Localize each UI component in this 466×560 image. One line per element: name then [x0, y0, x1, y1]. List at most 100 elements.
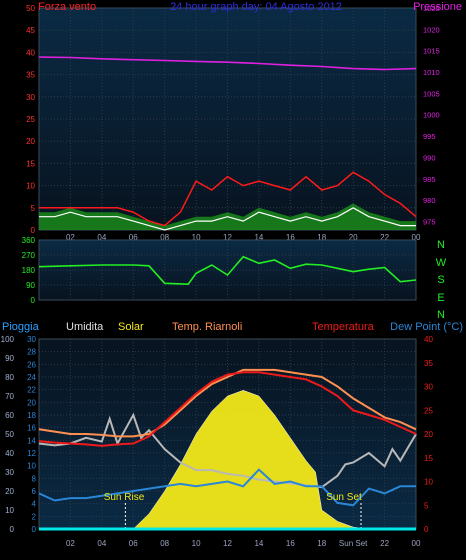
panel-border-2 [38, 239, 417, 301]
temp-x-tick: 04 [97, 539, 106, 548]
humidity-y-tick: 18 [27, 411, 36, 420]
legend-rain: Pioggia [2, 321, 40, 333]
humidity-y-tick: 22 [27, 386, 36, 395]
legend-indoor-temp: Temp. Riarnoli [172, 321, 242, 333]
rain-y-tick: 40 [5, 449, 14, 458]
wind-x-tick: 04 [97, 233, 106, 242]
legend-temperature: Temperatura [312, 321, 375, 333]
temp-y-tick: 0 [424, 525, 429, 534]
wind-x-tick: 10 [192, 233, 201, 242]
temp-y-tick: 5 [424, 501, 429, 510]
wind-y-tick: 30 [26, 93, 35, 102]
pressure-y-tick: 975 [423, 217, 436, 226]
temp-x-tick: 18 [317, 539, 326, 548]
wind-y-tick: 35 [26, 71, 35, 80]
wind-y-tick: 15 [26, 159, 35, 168]
humidity-y-tick: 26 [27, 360, 36, 369]
dew-point-line [38, 468, 416, 507]
pressure-axis-title: Pressione [413, 1, 462, 13]
wind-x-tick: 08 [160, 233, 169, 242]
pressure-line [38, 56, 417, 71]
dir-y-tick: 180 [22, 266, 36, 275]
wind-y-tick: 40 [26, 48, 35, 57]
humidity-y-tick: 0 [32, 525, 37, 534]
temp-y-tick: 40 [424, 335, 433, 344]
humidity-y-tick: 30 [27, 335, 36, 344]
temp-x-tick: 00 [412, 539, 421, 548]
wind-y-tick: 50 [26, 4, 35, 13]
wind-x-tick: 00 [412, 233, 421, 242]
legend-dew-point: Dew Point (°C) [390, 321, 463, 333]
wind-average-line [39, 207, 416, 231]
wind-y-tick: 10 [26, 182, 35, 191]
direction-letter-s: S [437, 274, 444, 286]
grid-lines [39, 7, 417, 530]
rain-y-tick: 10 [5, 506, 14, 515]
rain-y-tick: 100 [1, 335, 15, 344]
indoor-temp-line [38, 368, 417, 438]
legend-solar: Solar [118, 321, 144, 333]
temp-y-tick: 30 [424, 383, 433, 392]
temp-x-tick: 16 [286, 539, 295, 548]
wind-x-tick: 06 [129, 233, 138, 242]
direction-letter-e: E [437, 292, 444, 304]
rain-y-tick: 30 [5, 468, 14, 477]
dir-y-tick: 360 [22, 236, 36, 245]
pressure-y-tick: 1010 [423, 68, 440, 77]
wind-x-tick: 14 [254, 233, 263, 242]
wind-x-tick: 16 [286, 233, 295, 242]
pressure-y-tick: 1020 [423, 25, 440, 34]
humidity-y-tick: 16 [27, 424, 36, 433]
wind-x-tick: 22 [380, 233, 389, 242]
humidity-y-tick: 8 [32, 474, 37, 483]
humidity-y-tick: 24 [27, 373, 36, 382]
temp-y-tick: 20 [424, 430, 433, 439]
dir-y-tick: 0 [31, 296, 36, 305]
pressure-y-tick: 985 [423, 175, 436, 184]
temp-y-tick: 25 [424, 406, 433, 415]
pressure-y-tick: 1025 [423, 4, 440, 13]
humidity-y-tick: 10 [27, 462, 36, 471]
pressure-y-tick: 1000 [423, 111, 440, 120]
pressure-y-tick: 1015 [423, 47, 440, 56]
wind-x-tick: 20 [349, 233, 358, 242]
sun-set-label: Sun Set [326, 492, 362, 503]
wind-y-tick: 20 [26, 137, 35, 146]
temp-y-tick: 35 [424, 359, 433, 368]
humidity-y-tick: 4 [32, 500, 37, 509]
pressure-y-tick: 995 [423, 132, 436, 141]
humidity-y-tick: 2 [32, 512, 37, 521]
temp-x-tick: 14 [254, 539, 263, 548]
humidity-y-tick: 6 [32, 487, 37, 496]
temp-y-tick: 15 [424, 454, 433, 463]
pressure-y-tick: 1005 [423, 89, 440, 98]
direction-letter-w: W [436, 257, 447, 269]
rain-y-tick: 80 [5, 373, 14, 382]
humidity-y-tick: 12 [27, 449, 36, 458]
wind-y-tick: 5 [31, 204, 36, 213]
wind-y-tick: 0 [31, 226, 36, 235]
rain-y-tick: 90 [5, 354, 14, 363]
wind-axis-title: Forza vento [38, 1, 96, 13]
sun-rise-label: Sun Rise [104, 492, 145, 503]
temp-x-tick: 06 [129, 539, 138, 548]
humidity-y-tick: 20 [27, 398, 36, 407]
temp-x-tick: 08 [160, 539, 169, 548]
humidity-y-tick: 28 [27, 348, 36, 357]
temp-x-tick: 22 [380, 539, 389, 548]
pressure-y-tick: 990 [423, 153, 436, 162]
direction-letter-n: N [437, 239, 445, 251]
temp-y-tick: 10 [424, 478, 433, 487]
rain-y-tick: 60 [5, 411, 14, 420]
rain-y-tick: 70 [5, 392, 14, 401]
wind-y-tick: 25 [26, 115, 35, 124]
direction-letter-n2: N [437, 309, 445, 321]
chart-title: 24 hour graph day: 04 Agosto 2012 [170, 1, 342, 13]
rain-y-tick: 20 [5, 487, 14, 496]
wind-speed-line [39, 171, 417, 227]
wind-y-tick: 45 [26, 26, 35, 35]
wind-direction-line [38, 255, 417, 286]
temp-x-tick: 12 [223, 539, 232, 548]
legend-humidity: Umidita [66, 321, 104, 333]
